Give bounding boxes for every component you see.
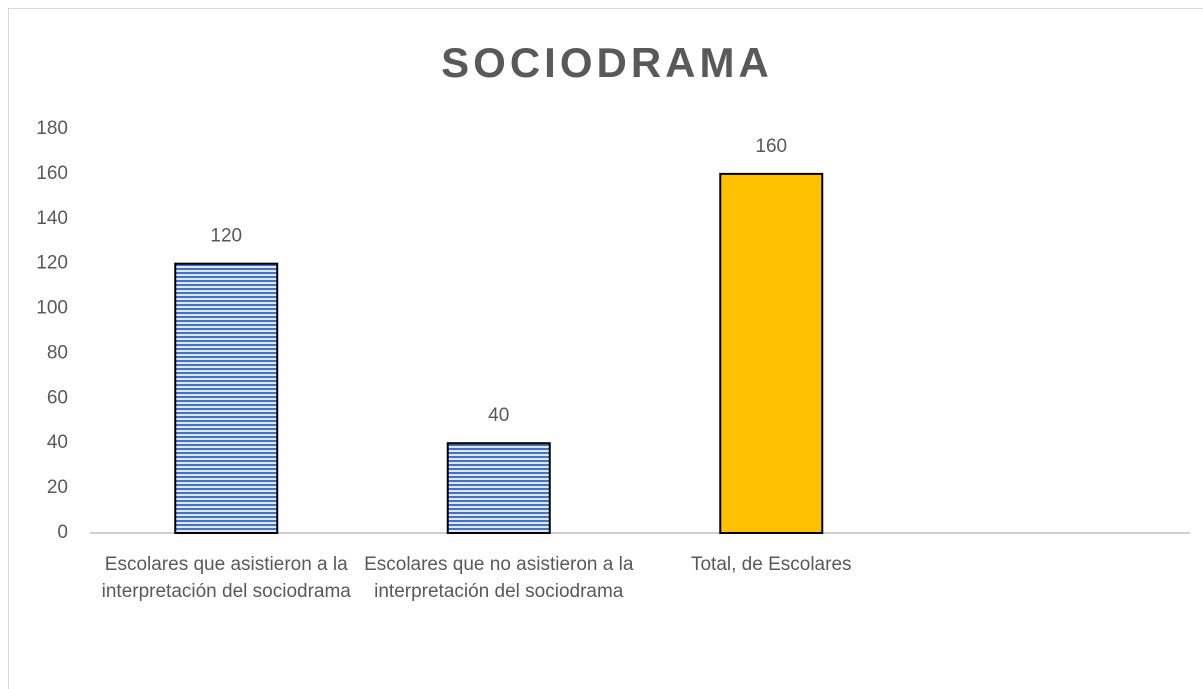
x-tick-label: Escolares que no asistieron a la interpr… xyxy=(364,554,634,602)
x-tick-label: Escolares que asistieron a la interpreta… xyxy=(101,554,351,602)
y-tick-label: 0 xyxy=(57,522,68,543)
x-tick-label: Total, de Escolares xyxy=(690,554,852,575)
value-label: 160 xyxy=(755,136,787,157)
y-tick-label: 180 xyxy=(36,118,68,139)
y-tick-label: 160 xyxy=(36,163,68,184)
y-tick-label: 80 xyxy=(47,342,68,363)
bar xyxy=(174,262,279,534)
bar xyxy=(446,442,551,535)
y-tick-label: 140 xyxy=(36,208,68,229)
bar xyxy=(719,172,824,534)
y-tick-label: 100 xyxy=(36,298,68,319)
value-label: 120 xyxy=(210,226,242,247)
y-tick-label: 120 xyxy=(36,253,68,274)
y-tick-label: 20 xyxy=(47,477,68,498)
y-tick-label: 60 xyxy=(47,387,68,408)
y-tick-label: 40 xyxy=(47,432,68,453)
value-label: 40 xyxy=(488,405,509,426)
chart-title: SOCIODRAMA xyxy=(441,39,773,86)
